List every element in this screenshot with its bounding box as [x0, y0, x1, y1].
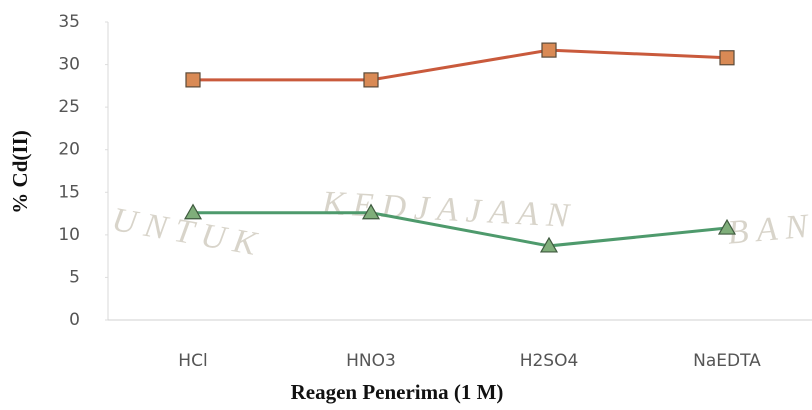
y-tick-label: 0	[69, 310, 80, 330]
y-tick-label: 10	[58, 225, 80, 245]
series-line	[193, 50, 727, 80]
marker	[542, 43, 556, 57]
watermark-text: BAN	[726, 207, 812, 252]
marker	[364, 73, 378, 87]
x-tick-label: HNO3	[346, 351, 396, 371]
y-tick-label: 5	[69, 267, 80, 287]
x-axis-label: Reagen Penerima (1 M)	[291, 380, 504, 404]
y-tick-label: 15	[58, 182, 80, 202]
watermark-text: UNTUK	[109, 201, 266, 264]
y-tick-label: 30	[58, 55, 80, 75]
y-axis-label: % Cd(II)	[8, 130, 32, 213]
chart: Reagen Penerima (1 M) % Cd(II) UNTUKKEDJ…	[0, 0, 812, 410]
x-tick-label: H2SO4	[520, 351, 579, 371]
y-tick-label: 20	[58, 140, 80, 160]
marker	[720, 51, 734, 65]
y-tick-label: 35	[58, 12, 80, 32]
marker	[186, 73, 200, 87]
x-tick-label: NaEDTA	[693, 351, 761, 371]
y-tick-label: 25	[58, 97, 80, 117]
x-tick-label: HCl	[178, 351, 207, 371]
